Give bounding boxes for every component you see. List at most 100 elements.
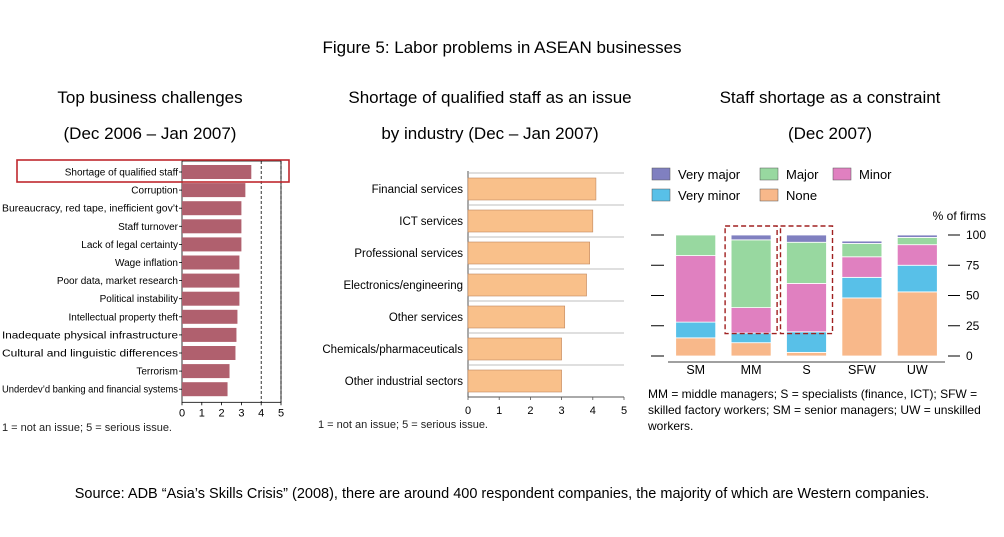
chart2-bar xyxy=(467,209,594,233)
chart3-ytick-label: 100 xyxy=(966,228,986,242)
chart2-category-label: Electronics/engineering xyxy=(343,280,463,292)
chart2-bar xyxy=(467,241,590,265)
chart1-bar xyxy=(182,346,236,360)
chart3-category-label: MM xyxy=(741,363,762,377)
chart1: Shortage of qualified staff Corruption Bur… xyxy=(2,159,290,419)
chart1-category-label: Inadequate physical infrastructure xyxy=(2,330,179,341)
chart3-bar-segment xyxy=(730,234,772,241)
chart3-bar-segment xyxy=(896,244,938,266)
chart2-xtick-label: 3 xyxy=(559,405,565,417)
chart2-xtick-label: 2 xyxy=(527,405,533,417)
panel1-footnote: 1 = not an issue; 5 = serious issue. xyxy=(2,422,172,434)
chart1-bar xyxy=(182,165,252,179)
chart3-legend-label: Very minor xyxy=(678,188,741,203)
chart3-bar-segment xyxy=(786,351,827,357)
chart3-legend-label: Very major xyxy=(678,167,741,182)
chart3-bar-segment xyxy=(786,331,827,353)
chart2-category-label: Chemicals/pharmaceuticals xyxy=(322,344,463,356)
chart3-ytick-label: 50 xyxy=(966,289,980,303)
chart3-bar-segment xyxy=(841,243,883,258)
chart1-category-label: Terrorism xyxy=(136,367,178,378)
chart1-bar xyxy=(182,291,240,306)
chart2-category-label: ICT services xyxy=(399,216,463,228)
chart3-bar-segment xyxy=(841,297,883,357)
chart3-bar-segment xyxy=(675,255,717,323)
chart1-category-label: Lack of legal certainty xyxy=(81,240,178,251)
chart3-bar-segment xyxy=(730,332,772,344)
chart3-bar-segment xyxy=(841,276,883,299)
chart3-ytick-label: 25 xyxy=(966,319,980,333)
chart1-category-label: Corruption xyxy=(131,186,178,197)
chart3-bar-segment xyxy=(896,264,938,293)
panel2-title-line1: Shortage of qualified staff as an issue xyxy=(348,88,632,107)
chart3-bar-segment xyxy=(675,234,717,256)
chart1-category-label: Bureaucracy, red tape, inefficient gov’t xyxy=(2,204,178,215)
chart2-bar xyxy=(467,369,562,393)
chart1-xtick-label: 2 xyxy=(219,407,225,419)
chart1-bar xyxy=(182,219,242,234)
panel3-title-line2: (Dec 2007) xyxy=(787,124,873,143)
chart2-category-label: Other industrial sectors xyxy=(345,376,463,388)
chart1-category-label: Staff turnover xyxy=(118,222,179,233)
chart1-bar xyxy=(182,309,238,324)
chart3-legend-label: None xyxy=(786,188,817,203)
chart2-xtick-label: 5 xyxy=(621,405,627,417)
chart3-legend-label: Major xyxy=(786,167,819,182)
panel2-footnote: 1 = not an issue; 5 = serious issue. xyxy=(318,419,488,431)
chart2-bar xyxy=(467,273,587,297)
chart2-category-label: Professional services xyxy=(354,248,463,260)
chart3: Very major Major Minor Very minor None % of f… xyxy=(651,167,986,377)
chart1-category-label: Cultural and linguistic differences xyxy=(2,349,178,360)
chart3-bar-segment xyxy=(730,239,772,308)
chart1-bar xyxy=(182,183,246,198)
chart3-legend-label: Minor xyxy=(859,167,892,182)
chart1-xtick-label: 4 xyxy=(258,407,264,419)
chart3-legend-swatch xyxy=(832,167,852,181)
chart2-xtick-label: 4 xyxy=(590,405,596,417)
chart3-bar-segment xyxy=(786,282,827,333)
chart1-category-label: Wage inflation xyxy=(115,258,178,269)
panel2-title-line2: by industry (Dec – Jan 2007) xyxy=(381,124,599,143)
chart3-bar-segment xyxy=(896,234,938,238)
chart3-legend-swatch xyxy=(759,188,779,202)
chart1-xtick-label: 0 xyxy=(179,407,185,419)
chart3-bar-segment xyxy=(675,321,717,339)
chart3-bar-segment xyxy=(896,237,938,246)
chart1-bar xyxy=(182,382,228,397)
chart3-category-label: UW xyxy=(907,363,928,377)
chart3-highlight-box xyxy=(779,225,834,335)
chart1-xtick-label: 1 xyxy=(199,407,205,419)
chart2-category-label: Financial services xyxy=(372,184,464,196)
chart3-legend-swatch xyxy=(759,167,779,181)
panel1-title-line2: (Dec 2006 – Jan 2007) xyxy=(63,124,237,143)
chart1-bar xyxy=(182,201,242,216)
chart3-highlight-box xyxy=(724,225,778,335)
source-note: Source: ADB “Asia’s Skills Crisis” (2008… xyxy=(74,486,930,502)
chart1-bar xyxy=(182,327,237,342)
chart2-bar xyxy=(467,305,566,329)
chart3-bar-segment xyxy=(730,307,772,334)
chart2-xtick-label: 1 xyxy=(496,405,502,417)
chart2-bar xyxy=(467,177,597,201)
chart1-highlight-box xyxy=(16,159,290,183)
chart3-bar-segment xyxy=(786,241,827,284)
chart3-ylabel: % of firms xyxy=(933,209,986,223)
chart3-legend-swatch xyxy=(651,188,671,202)
chart1-xtick-label: 3 xyxy=(238,407,244,419)
chart1-category-label: Poor data, market research xyxy=(57,276,178,287)
chart1-bar xyxy=(182,237,242,252)
panel2-title: Shortage of qualified staff as an issue … xyxy=(315,80,665,152)
chart3-bar-segment xyxy=(675,337,717,357)
panel3-footnote: MM = middle managers; S = specialists (f… xyxy=(648,387,981,433)
chart2: Financial services ICT services Profession… xyxy=(322,171,627,417)
chart1-category-label: Underdev’d banking and financial systems xyxy=(2,385,178,396)
chart2-bar xyxy=(467,337,562,361)
chart3-ytick-label: 75 xyxy=(966,258,980,272)
chart1-category-label: Shortage of qualified staff xyxy=(65,168,178,179)
chart3-category-label: SFW xyxy=(848,363,876,377)
chart2-xtick-label: 0 xyxy=(465,405,471,417)
chart2-category-label: Other services xyxy=(389,312,463,324)
chart1-bar xyxy=(182,273,240,288)
panel1-title-line1: Top business challenges xyxy=(57,88,243,107)
chart3-category-label: SM xyxy=(686,363,705,377)
